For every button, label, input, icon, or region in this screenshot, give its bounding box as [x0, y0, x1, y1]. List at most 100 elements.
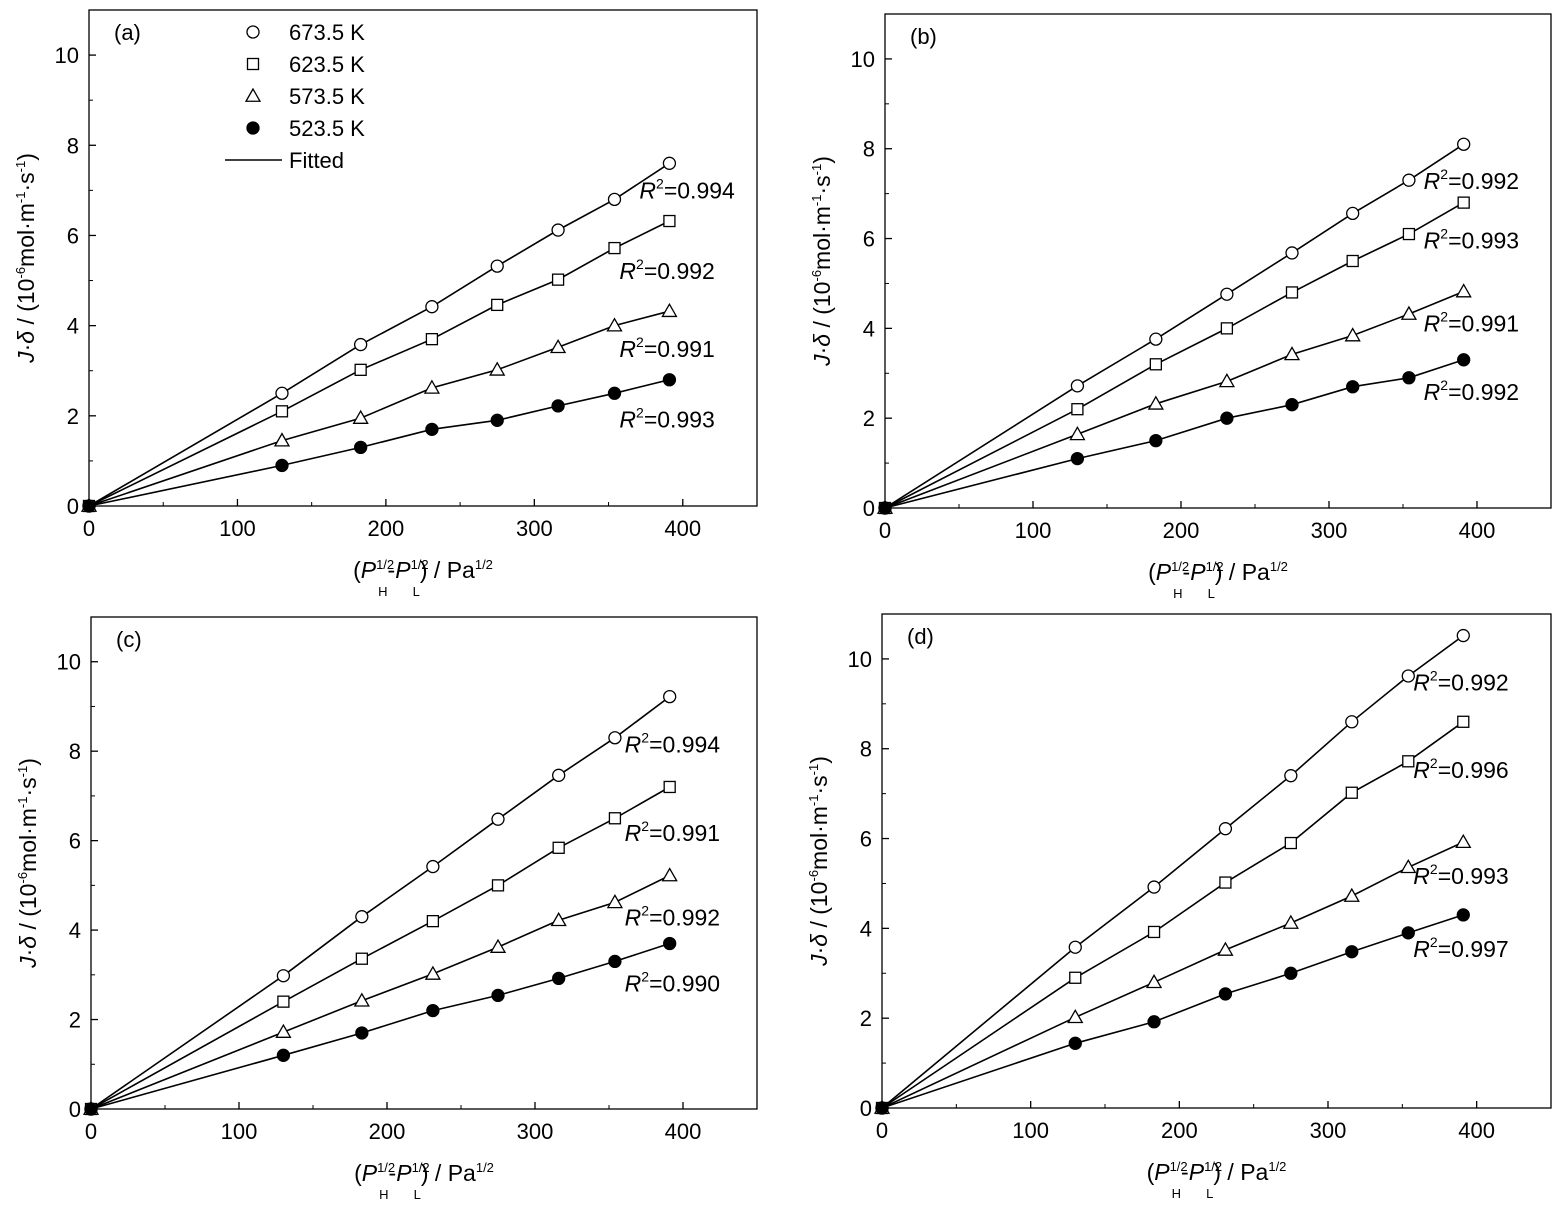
data-point: [1457, 715, 1470, 728]
x-tick-label: 100: [1012, 1118, 1049, 1143]
r2-label: R2=0.994: [639, 175, 735, 203]
r2-label: R2=0.990: [625, 969, 720, 997]
y-tick-label: 8: [67, 133, 79, 158]
x-tick-label: 300: [516, 516, 553, 541]
r2-label: R2=0.991: [619, 334, 714, 362]
data-point: [663, 936, 677, 951]
series-573-5-k: R2=0.992: [82, 867, 720, 1115]
y-tick-label: 10: [55, 43, 79, 68]
x-tick-label: 300: [1310, 1118, 1347, 1143]
fitted-line: [884, 201, 1465, 509]
data-point: [663, 214, 676, 228]
x-axis-label: (P1/2 H-P1/2 L) / Pa1/2: [1148, 559, 1288, 601]
fitted-line: [90, 786, 671, 1110]
data-point: [1345, 945, 1359, 959]
data-point: [1346, 380, 1360, 394]
y-tick-label: 0: [860, 1096, 872, 1121]
plot-frame: [881, 613, 1552, 1109]
series-623-5-k: R2=0.991: [84, 780, 720, 1116]
data-point: [354, 363, 367, 376]
data-point: [607, 192, 622, 207]
data-point: [551, 273, 565, 286]
data-point: [1457, 196, 1470, 209]
data-point: [1283, 346, 1301, 361]
data-point: [1401, 926, 1415, 940]
x-tick-label: 400: [1459, 518, 1496, 543]
r2-label: R2=0.997: [1413, 934, 1508, 962]
panel-label: (a): [114, 20, 141, 45]
data-point: [1400, 858, 1417, 874]
series-623-5-k: R2=0.993: [878, 196, 1519, 515]
data-point: [82, 499, 96, 513]
legend-fitted-label: Fitted: [289, 148, 344, 173]
r2-label: R2=0.991: [1424, 309, 1519, 337]
data-point: [1284, 769, 1298, 783]
series-523-5-k: R2=0.997: [875, 908, 1509, 1115]
r2-label: R2=0.993: [1424, 226, 1519, 254]
plot-frame: [88, 9, 758, 507]
y-tick-label: 4: [67, 314, 79, 339]
fitted-line: [881, 841, 1464, 1109]
x-tick-label: 0: [85, 1119, 97, 1144]
series-573-5-k: R2=0.993: [873, 833, 1509, 1114]
y-tick-label: 2: [863, 406, 875, 431]
fitted-line: [90, 942, 670, 1110]
data-point: [661, 867, 678, 882]
legend-marker: [244, 87, 262, 102]
fitted-line: [884, 359, 1464, 509]
y-tick-label: 4: [863, 316, 875, 341]
y-tick-label: 0: [69, 1097, 81, 1122]
data-point: [1218, 822, 1233, 836]
data-point: [1457, 137, 1471, 151]
y-tick-label: 6: [863, 227, 875, 252]
x-axis-label: (P1/2 H-P1/2 L) / Pa1/2: [354, 1160, 494, 1202]
data-point: [662, 373, 677, 387]
fitted-line: [884, 143, 1465, 509]
data-point: [1282, 914, 1299, 929]
data-point: [663, 780, 676, 794]
data-point: [1147, 395, 1164, 410]
r2-label: R2=0.992: [1424, 166, 1519, 194]
data-point: [1456, 628, 1470, 643]
series-673-5-k: R2=0.992: [878, 137, 1519, 515]
data-point: [1343, 887, 1360, 902]
y-tick-label: 8: [863, 137, 875, 162]
data-point: [551, 223, 565, 237]
data-point: [550, 911, 567, 927]
data-point: [1284, 966, 1298, 980]
data-point: [1345, 715, 1359, 729]
data-point: [1070, 379, 1085, 393]
data-point: [489, 938, 507, 953]
data-point: [1285, 246, 1299, 260]
data-point: [552, 971, 566, 986]
x-tick-label: 100: [1015, 518, 1052, 543]
data-point: [1400, 305, 1418, 320]
y-tick-label: 8: [69, 739, 81, 764]
r2-label: R2=0.992: [619, 256, 714, 284]
data-point: [277, 995, 290, 1008]
data-point: [1149, 332, 1163, 346]
fitted-line: [90, 874, 671, 1110]
data-point: [608, 954, 622, 969]
x-tick-label: 100: [221, 1119, 258, 1144]
data-point: [1069, 971, 1082, 984]
series-523-5-k: R2=0.992: [878, 353, 1519, 515]
chart-panel-b: 0 100 200 300 400 0 2 4 6 8 10 (P1/2 H-P1/2 L) / Pa1/…: [809, 13, 1552, 601]
data-point: [1402, 173, 1416, 187]
series-623-5-k: R2=0.992: [82, 214, 715, 513]
data-point: [1455, 283, 1472, 298]
x-tick-label: 400: [664, 516, 701, 541]
x-tick-label: 200: [1161, 1118, 1198, 1143]
data-point: [355, 1026, 369, 1040]
x-tick-label: 300: [517, 1119, 554, 1144]
legend-label: 623.5 K: [289, 52, 365, 77]
data-point: [353, 992, 370, 1007]
data-point: [549, 338, 567, 354]
data-point: [1068, 940, 1082, 954]
x-tick-label: 0: [879, 518, 891, 543]
data-point: [491, 298, 504, 312]
data-point: [275, 405, 289, 418]
r2-label: R2=0.991: [625, 818, 720, 846]
data-point: [426, 859, 440, 874]
